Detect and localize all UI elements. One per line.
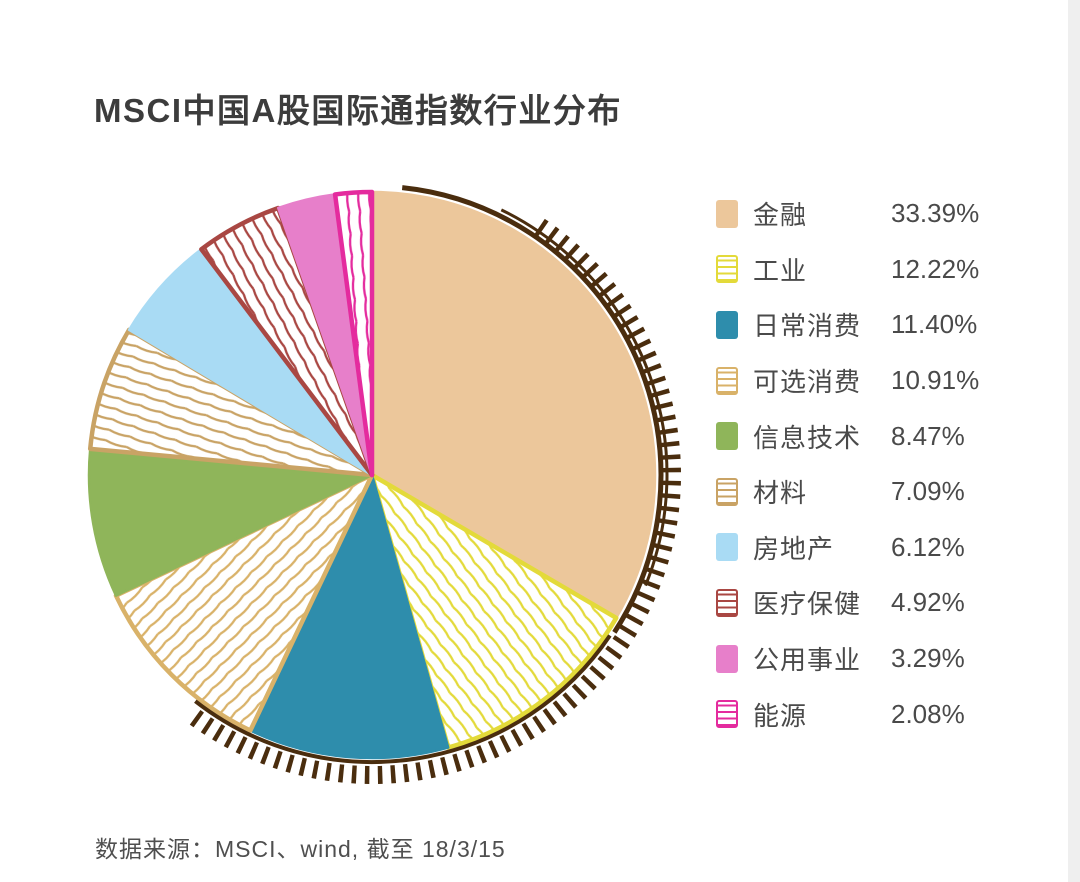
legend-percent: 2.08%: [891, 698, 965, 729]
legend-percent: 8.47%: [891, 420, 965, 451]
pie-slice-6: [87, 327, 375, 478]
legend-item: 房地产 6.12%: [716, 520, 1026, 576]
legend-percent: 7.09%: [891, 476, 965, 507]
legend-swatch: [716, 533, 738, 562]
legend-swatch: [716, 588, 738, 617]
page-right-edge: [1068, 0, 1080, 882]
legend-swatch: [716, 477, 738, 506]
legend-item: 公用事业 3.29%: [716, 631, 1026, 687]
legend-item: 金融 33.39%: [716, 186, 1026, 242]
legend-swatch: [716, 422, 738, 451]
legend-label: 可选消费: [753, 367, 862, 398]
legend-percent: 6.12%: [891, 531, 965, 562]
legend-swatch: [716, 700, 738, 729]
sketch-outline-arc: [401, 185, 664, 634]
pie-slice-1: [370, 190, 657, 620]
page-title: MSCI中国A股国际通指数行业分布: [94, 92, 622, 129]
sketch-outline-arc-bottom: [194, 634, 612, 764]
pie-slice-2: [369, 472, 619, 750]
pie-slice-10: [332, 189, 375, 478]
legend-label: 能源: [753, 700, 808, 731]
legend-percent: 3.29%: [891, 643, 965, 674]
pie-chart-area: [42, 145, 702, 805]
legend-label: 金融: [753, 200, 808, 231]
pie-slice-5: [87, 447, 374, 597]
legend-label: 信息技术: [753, 422, 862, 453]
legend-label: 材料: [753, 478, 808, 509]
legend-percent: 10.91%: [891, 365, 980, 396]
legend-item: 工业 12.22%: [716, 242, 1026, 298]
legend-item: 医疗保健 4.92%: [716, 575, 1026, 631]
legend-swatch: [716, 644, 738, 673]
legend-label: 工业: [753, 255, 808, 286]
legend-label: 房地产: [753, 533, 835, 564]
legend-item: 信息技术 8.47%: [716, 408, 1026, 464]
legend-item: 日常消费 11.40%: [716, 297, 1026, 353]
legend-swatch: [716, 366, 738, 395]
legend-swatch: [716, 199, 738, 228]
pie-slice-3: [249, 473, 450, 760]
legend-item: 能源 2.08%: [716, 686, 1026, 742]
legend-label: 日常消费: [753, 311, 862, 342]
pie-slice-4: [113, 472, 375, 733]
data-source-note: 数据来源：MSCI、wind, 截至 18/3/15: [95, 836, 506, 862]
legend-percent: 33.39%: [891, 198, 980, 229]
pie-chart: [87, 185, 681, 784]
legend-label: 医疗保健: [753, 589, 862, 620]
chart-legend: 金融 33.39% 工业 12.22% 日常消费 11.40% 可选消费 10.91% 信息技术…: [716, 186, 1026, 742]
legend-item: 材料 7.09%: [716, 464, 1026, 520]
legend-percent: 12.22%: [891, 253, 980, 284]
legend-swatch: [716, 255, 738, 284]
legend-swatch: [716, 310, 738, 339]
legend-item: 可选消费 10.91%: [716, 353, 1026, 409]
legend-label: 公用事业: [753, 645, 862, 676]
coin-edge-ticks: [186, 218, 681, 784]
legend-percent: 4.92%: [891, 587, 965, 618]
legend-percent: 11.40%: [891, 309, 978, 340]
